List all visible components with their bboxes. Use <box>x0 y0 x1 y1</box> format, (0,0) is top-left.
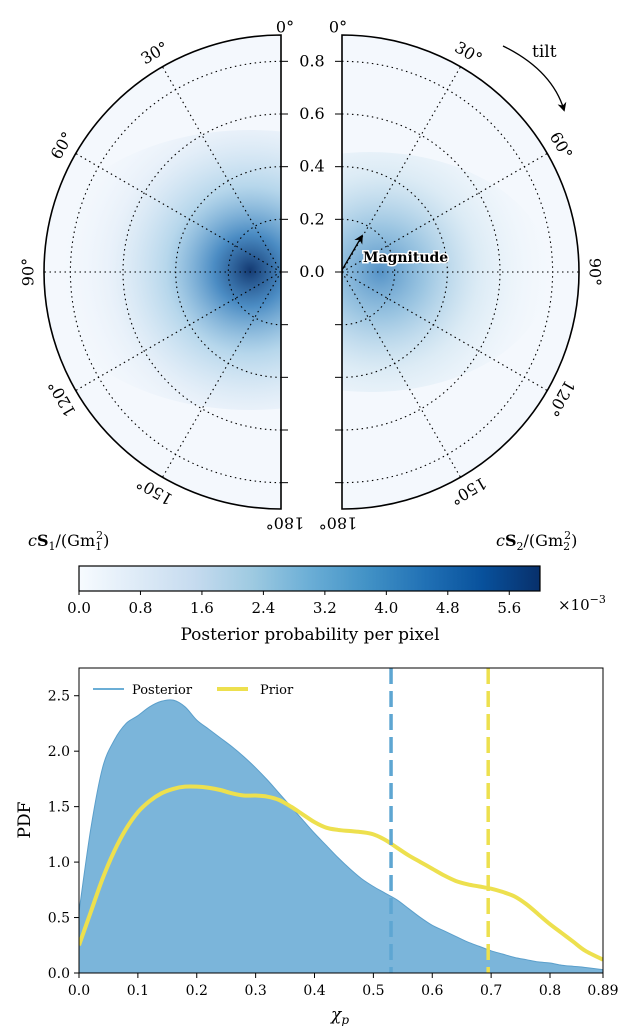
right-angle-label-180: 180° <box>319 514 358 533</box>
colorbar-tick-label-7: 5.6 <box>497 599 521 617</box>
x-tick-label-4: 0.4 <box>303 983 325 999</box>
magnitude-arrow <box>341 234 363 271</box>
y-tick-label-1: 0.5 <box>48 911 70 927</box>
right-disk-outline <box>341 34 580 510</box>
right-panel-label: cS2/(Gm22) <box>496 529 577 553</box>
y-axis-label: PDF <box>15 801 35 838</box>
left-label-vec: S <box>37 531 49 550</box>
x-tick-label-7: 0.7 <box>480 983 502 999</box>
colorbar-ticks: 0.0 0.8 1.6 2.4 3.2 4.0 4.8 5.6 <box>67 591 521 617</box>
right-label-vec: S <box>505 531 517 550</box>
posterior-area <box>79 699 603 973</box>
y-tick-label-4: 2.0 <box>48 744 70 760</box>
radial-tick-label-1: 0.6 <box>299 104 324 123</box>
left-label-div-sub: 1 <box>95 540 102 553</box>
right-label-div: /(Gm <box>524 531 564 550</box>
x-tick-label-3: 0.3 <box>244 983 266 999</box>
right-posterior-density <box>342 152 550 392</box>
y-tick-label-5: 2.5 <box>48 689 70 705</box>
colorbar-tick-label-2: 1.6 <box>190 599 214 617</box>
x-tick-label-9: 0.89 <box>587 983 618 999</box>
x-tick-label-0: 0.0 <box>68 983 90 999</box>
radial-tick-label-2: 0.4 <box>299 157 324 176</box>
left-label-div: /(Gm <box>56 531 96 550</box>
tilt-arrow <box>502 45 567 112</box>
right-label-close: ) <box>571 531 577 550</box>
colorbar-tick-label-1: 0.8 <box>129 599 153 617</box>
colorbar-tick-label-0: 0.0 <box>67 599 91 617</box>
left-label-sub: 1 <box>49 540 56 553</box>
left-label-c: c <box>28 531 37 550</box>
colorbar-tick-label-4: 3.2 <box>313 599 337 617</box>
left-label-close: ) <box>103 531 109 550</box>
colorbar-tick-label-3: 2.4 <box>251 599 275 617</box>
x-axis-label: χp <box>330 1005 349 1026</box>
x-axis-label-sub: p <box>341 1013 349 1026</box>
x-axis-label-symbol: χ <box>330 1005 343 1025</box>
right-label-c: c <box>496 531 505 550</box>
x-axis-ticks: 0.0 0.1 0.2 0.3 0.4 0.5 0.6 0.7 0.8 0.89 <box>68 973 619 999</box>
colorbar: 0.0 0.8 1.6 2.4 3.2 4.0 4.8 5.6 ×10−3 Posterior… <box>67 565 606 645</box>
colorbar-gradient <box>78 565 541 592</box>
radial-tick-label-0: 0.8 <box>299 51 324 70</box>
left-radial-grid-1 <box>122 113 281 431</box>
legend-prior-label: Prior <box>260 683 294 698</box>
legend-posterior-label: Posterior <box>132 683 193 698</box>
y-tick-label-2: 1.0 <box>48 855 70 871</box>
legend: Posterior Prior <box>93 683 294 698</box>
colorbar-label: Posterior probability per pixel <box>180 625 439 645</box>
x-tick-label-2: 0.2 <box>186 983 208 999</box>
tilt-label: tilt <box>532 42 557 62</box>
chi-p-pdf-chart: 0.0 0.1 0.2 0.3 0.4 0.5 0.6 0.7 0.8 0.89 0.0 0.5 1.… <box>15 667 619 1026</box>
right-label-sup: 2 <box>564 529 571 542</box>
right-angle-label-0: 0° <box>329 18 347 37</box>
left-posterior-density <box>44 130 281 410</box>
left-label-sup: 2 <box>96 529 103 542</box>
right-polar-grid <box>342 60 579 484</box>
left-polar-grid <box>44 60 281 484</box>
right-label-div-sub: 2 <box>563 540 570 553</box>
left-disk-outline <box>43 34 282 510</box>
prior-line <box>79 784 603 962</box>
plot-frame <box>78 667 604 974</box>
colorbar-multiplier-base: ×10 <box>558 596 590 614</box>
x-tick-label-6: 0.6 <box>421 983 443 999</box>
right-label-sub: 2 <box>517 540 524 553</box>
colorbar-tick-label-6: 4.8 <box>436 599 460 617</box>
x-tick-label-5: 0.5 <box>362 983 384 999</box>
right-radial-grid-1 <box>342 113 501 431</box>
colorbar-multiplier-exp: −3 <box>590 593 606 606</box>
x-tick-label-1: 0.1 <box>127 983 149 999</box>
colorbar-multiplier: ×10−3 <box>558 593 606 614</box>
left-angle-label-0: 0° <box>276 18 294 37</box>
colorbar-tick-label-5: 4.0 <box>374 599 398 617</box>
y-tick-label-0: 0.0 <box>48 966 70 982</box>
radial-tick-label-3: 0.2 <box>299 209 324 228</box>
right-angle-label-90: 90° <box>586 258 605 286</box>
left-panel-label: cS1/(Gm12) <box>28 529 109 553</box>
left-angle-label-90: 90° <box>19 258 38 286</box>
magnitude-label: Magnitude <box>363 250 448 266</box>
left-angle-label-180: 180° <box>266 514 305 533</box>
radial-tick-label-4: 0.0 <box>299 262 324 281</box>
y-tick-label-3: 1.5 <box>48 800 70 816</box>
x-tick-label-8: 0.8 <box>539 983 561 999</box>
y-axis-ticks: 0.0 0.5 1.0 1.5 2.0 2.5 <box>48 689 79 982</box>
radial-tick-labels: 0.8 0.6 0.4 0.2 0.0 <box>281 51 342 484</box>
